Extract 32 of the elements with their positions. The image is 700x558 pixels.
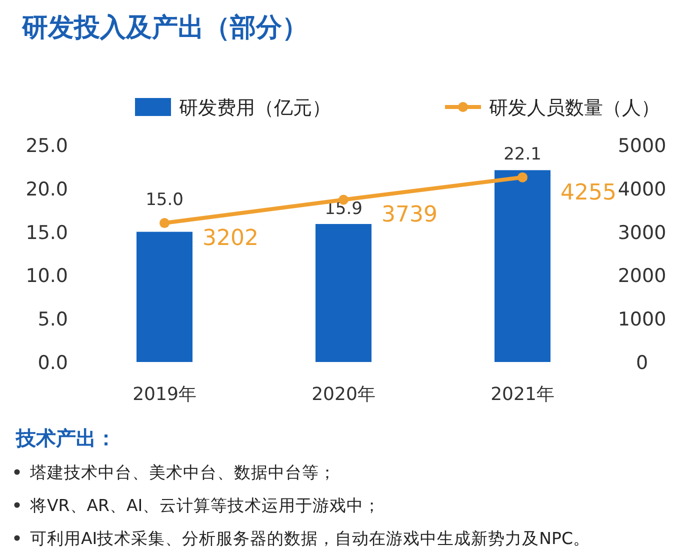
bar [136,232,192,362]
y-tick-label: 20.0 [26,178,68,200]
y-tick-label: 0.0 [38,352,68,374]
x-tick-label: 2020年 [312,384,376,405]
y2-tick-label: 3000 [618,222,666,244]
text: 技术产出： [15,426,116,450]
data-label: 3739 [382,202,438,228]
text: 塔建技术中台、美术中台、数据中台等； [29,463,336,482]
point [160,218,170,228]
data-label: 15.0 [146,190,184,210]
point [518,172,528,182]
data-label: 22.1 [504,144,542,164]
data-label: 4255 [560,180,616,206]
data-label: 3202 [202,226,258,252]
x-tick-label: 2021年 [490,384,554,405]
y2-tick-label: 1000 [618,308,666,331]
text: 将VR、AR、AI、云计算等技术运用于游戏中； [29,496,381,515]
bar [316,224,372,362]
y2-tick-label: 0 [636,352,648,374]
y2-tick-label: 4000 [618,178,666,200]
chart-title: 研发投入及产出（部分） [21,13,308,43]
text: 可利用AI技术采集、分析服务器的数据，自动在游戏中生成新势力及NPC。 [30,529,590,548]
y2-tick-label: 2000 [618,265,666,288]
legend-label: 研发费用（亿元） [179,97,331,119]
bar [494,170,550,362]
y2-tick-label: 5000 [618,135,666,157]
y-tick-label: 10.0 [26,265,68,288]
x-tick-label: 2019年 [132,384,196,405]
y-tick-label: 15.0 [26,222,68,244]
legend-label: 研发人员数量（人） [489,97,660,119]
y-tick-label: 5.0 [38,308,68,331]
y-tick-label: 25.0 [26,135,68,157]
